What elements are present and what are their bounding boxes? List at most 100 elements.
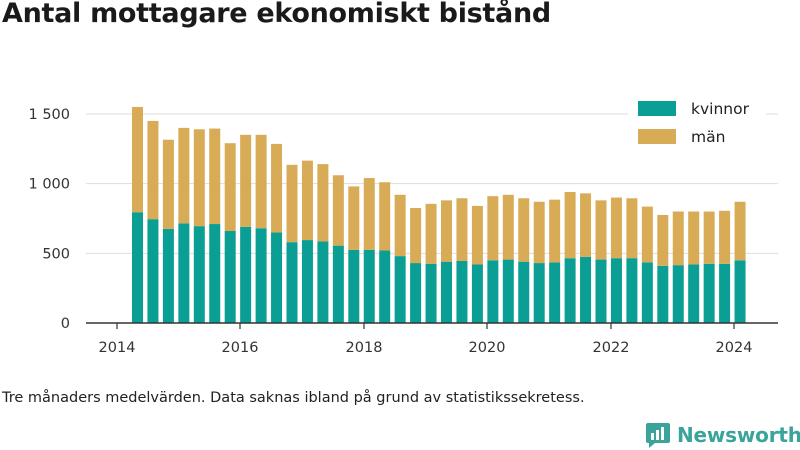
- newsworthy-logo-icon: [646, 423, 670, 448]
- y-axis: 0 500 1 000 1 500: [28, 107, 70, 332]
- bar-kvinnor: [549, 262, 561, 323]
- bar-kvinnor: [193, 226, 205, 323]
- bar-kvinnor: [147, 219, 159, 323]
- x-tick-label: 2016: [222, 340, 259, 356]
- chart-title: Antal mottagare ekonomiskt bistånd: [2, 0, 551, 29]
- legend-kvinnor-swatch: [638, 101, 676, 116]
- bar-man: [332, 175, 344, 246]
- x-tick-label: 2020: [469, 340, 506, 356]
- bar-kvinnor: [425, 263, 437, 323]
- bar-kvinnor: [240, 226, 252, 323]
- y-tick-label: 1 000: [28, 177, 70, 193]
- bar-man: [580, 193, 592, 257]
- bar-man: [286, 164, 298, 243]
- bar-man: [641, 206, 653, 263]
- bar-man: [688, 211, 700, 265]
- bar-man: [533, 201, 545, 264]
- bar-kvinnor: [224, 231, 236, 323]
- bar-kvinnor: [209, 224, 221, 323]
- bar-kvinnor: [132, 212, 143, 323]
- bar-kvinnor: [348, 249, 360, 323]
- bar-man: [132, 106, 143, 213]
- brand-logo: Newsworthy: [645, 420, 800, 450]
- bar-man: [595, 200, 607, 260]
- bar-kvinnor: [286, 242, 298, 323]
- x-tick-label: 2014: [99, 340, 136, 356]
- bar-kvinnor: [471, 264, 483, 323]
- bar-kvinnor: [657, 265, 669, 323]
- bar-man: [255, 134, 267, 229]
- bar-man: [193, 129, 205, 227]
- footnote: Tre månaders medelvärden. Data saknas ib…: [2, 390, 585, 406]
- bar-man: [224, 143, 236, 232]
- bar-kvinnor: [502, 259, 514, 323]
- bars: [132, 106, 746, 323]
- bar-kvinnor: [178, 223, 190, 323]
- legend: kvinnor män: [628, 96, 766, 158]
- bar-kvinnor: [518, 261, 530, 323]
- bar-man: [564, 191, 576, 259]
- bar-kvinnor: [719, 263, 731, 323]
- bar-kvinnor: [410, 263, 422, 323]
- bar-man: [471, 205, 483, 265]
- bar-kvinnor: [317, 241, 329, 323]
- bar-man: [209, 128, 221, 225]
- bar-man: [271, 143, 283, 233]
- bar-man: [147, 120, 159, 220]
- bar-man: [317, 164, 329, 242]
- bar-man: [441, 200, 452, 262]
- brand-name: Newsworthy: [677, 423, 800, 447]
- bar-man: [703, 211, 715, 264]
- bar-kvinnor: [564, 258, 576, 323]
- bar-man: [502, 194, 514, 260]
- bar-kvinnor: [301, 240, 313, 323]
- bar-man: [410, 208, 422, 264]
- bar-man: [626, 198, 638, 259]
- bar-kvinnor: [580, 256, 592, 323]
- bar-man: [162, 139, 174, 229]
- bar-kvinnor: [626, 258, 638, 323]
- y-tick-label: 500: [42, 246, 70, 262]
- x-tick-label: 2022: [593, 340, 630, 356]
- bar-kvinnor: [703, 263, 715, 323]
- bar-man: [301, 160, 313, 241]
- bar-kvinnor: [332, 245, 344, 323]
- bar-kvinnor: [610, 258, 622, 323]
- bar-man: [363, 178, 375, 250]
- bar-kvinnor: [271, 232, 283, 323]
- bar-man: [379, 182, 391, 251]
- legend-kvinnor-label: kvinnor: [691, 100, 750, 118]
- bar-man: [672, 211, 684, 266]
- bar-man: [610, 197, 622, 259]
- bar-kvinnor: [456, 260, 468, 323]
- bar-man: [425, 203, 437, 264]
- bar-kvinnor: [255, 228, 267, 323]
- bar-kvinnor: [672, 265, 684, 323]
- bar-man: [240, 134, 252, 227]
- x-tick-label: 2018: [346, 340, 383, 356]
- bar-man: [549, 199, 561, 263]
- bar-kvinnor: [363, 249, 375, 323]
- bar-man: [394, 194, 406, 257]
- bar-kvinnor: [734, 260, 746, 323]
- y-tick-label: 0: [61, 316, 70, 332]
- bar-man: [734, 201, 746, 261]
- legend-man-label: män: [691, 128, 725, 146]
- bar-man: [456, 198, 468, 261]
- bar-man: [518, 198, 530, 262]
- x-tick-label: 2024: [716, 340, 753, 356]
- bar-man: [657, 214, 669, 266]
- bar-man: [487, 196, 499, 261]
- bar-kvinnor: [595, 259, 607, 323]
- bar-kvinnor: [688, 264, 700, 323]
- bar-kvinnor: [533, 263, 545, 323]
- bar-kvinnor: [162, 228, 174, 323]
- bar-kvinnor: [641, 262, 653, 323]
- bar-kvinnor: [379, 250, 391, 323]
- bar-man: [178, 127, 190, 224]
- bar-man: [719, 210, 731, 264]
- bar-kvinnor: [394, 256, 406, 323]
- bar-kvinnor: [441, 261, 452, 323]
- legend-man-swatch: [638, 129, 676, 144]
